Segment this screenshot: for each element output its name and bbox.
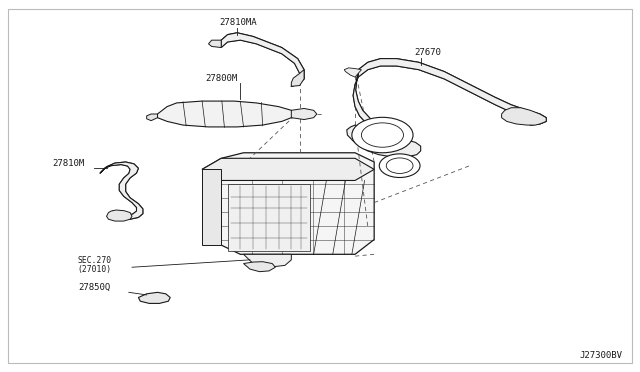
Polygon shape (291, 70, 304, 86)
Circle shape (362, 123, 403, 147)
Polygon shape (106, 210, 132, 221)
Polygon shape (244, 262, 275, 272)
Text: (27010): (27010) (78, 264, 112, 274)
Text: 27850Q: 27850Q (78, 283, 110, 292)
Polygon shape (344, 68, 362, 77)
Polygon shape (100, 162, 143, 219)
Text: 27810MA: 27810MA (220, 18, 257, 28)
Circle shape (380, 154, 420, 177)
Polygon shape (291, 109, 317, 119)
Text: 27670: 27670 (414, 48, 441, 57)
Text: 27800M: 27800M (205, 74, 237, 83)
Polygon shape (358, 59, 546, 125)
Text: SEC.270: SEC.270 (78, 256, 112, 265)
Polygon shape (502, 108, 546, 125)
Polygon shape (202, 153, 374, 254)
Circle shape (352, 117, 413, 153)
Polygon shape (228, 184, 310, 251)
Circle shape (387, 158, 413, 173)
Text: 27810M: 27810M (52, 159, 84, 168)
Polygon shape (347, 125, 420, 157)
Polygon shape (147, 114, 157, 121)
Polygon shape (244, 254, 291, 267)
Polygon shape (353, 70, 373, 125)
Polygon shape (202, 158, 374, 180)
Polygon shape (138, 292, 170, 304)
Polygon shape (209, 40, 221, 48)
Polygon shape (202, 169, 221, 245)
Text: J27300BV: J27300BV (580, 350, 623, 359)
Polygon shape (221, 33, 304, 86)
Polygon shape (157, 101, 294, 127)
